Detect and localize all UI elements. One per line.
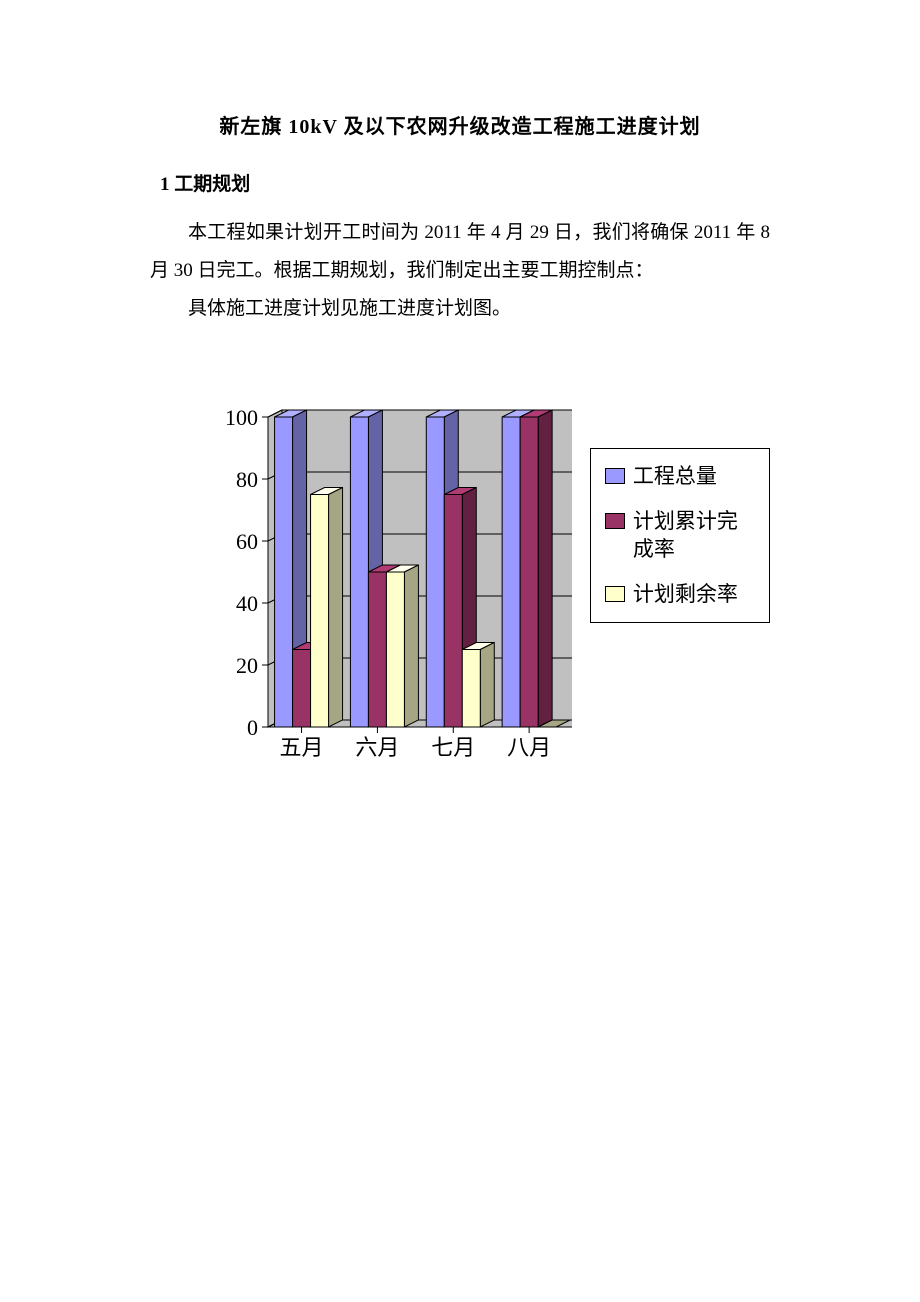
svg-text:40: 40 bbox=[236, 591, 258, 616]
legend-label: 计划累计完成率 bbox=[633, 508, 753, 563]
svg-text:0: 0 bbox=[247, 715, 258, 740]
svg-text:八月: 八月 bbox=[507, 735, 551, 760]
chart-legend: 工程总量计划累计完成率计划剩余率 bbox=[590, 448, 770, 623]
legend-item: 工程总量 bbox=[605, 463, 753, 490]
legend-swatch bbox=[605, 586, 625, 602]
bar-chart-svg: 0 20 40 60 80 100 五月 六月 七月 八月 bbox=[210, 398, 572, 767]
legend-swatch bbox=[605, 468, 625, 484]
progress-chart: 0 20 40 60 80 100 五月 六月 七月 八月 工程总量计划累计完成率计划剩余率 bbox=[210, 398, 770, 767]
legend-label: 工程总量 bbox=[633, 463, 717, 490]
document-title: 新左旗 10kV 及以下农网升级改造工程施工进度计划 bbox=[150, 110, 770, 139]
paragraph-1: 本工程如果计划开工时间为 2011 年 4 月 29 日，我们将确保 2011 … bbox=[150, 214, 770, 290]
document-page: 新左旗 10kV 及以下农网升级改造工程施工进度计划 1 工期规划 本工程如果计… bbox=[0, 0, 920, 767]
legend-swatch bbox=[605, 513, 625, 529]
svg-text:60: 60 bbox=[236, 529, 258, 554]
svg-text:80: 80 bbox=[236, 467, 258, 492]
svg-text:20: 20 bbox=[236, 653, 258, 678]
svg-text:100: 100 bbox=[225, 405, 258, 430]
legend-item: 计划累计完成率 bbox=[605, 508, 753, 563]
svg-text:五月: 五月 bbox=[280, 735, 324, 760]
svg-text:六月: 六月 bbox=[355, 735, 399, 760]
svg-text:七月: 七月 bbox=[431, 735, 475, 760]
section-heading: 1 工期规划 bbox=[150, 169, 770, 196]
legend-label: 计划剩余率 bbox=[633, 581, 738, 608]
paragraph-2: 具体施工进度计划见施工进度计划图。 bbox=[150, 290, 770, 328]
legend-item: 计划剩余率 bbox=[605, 581, 753, 608]
